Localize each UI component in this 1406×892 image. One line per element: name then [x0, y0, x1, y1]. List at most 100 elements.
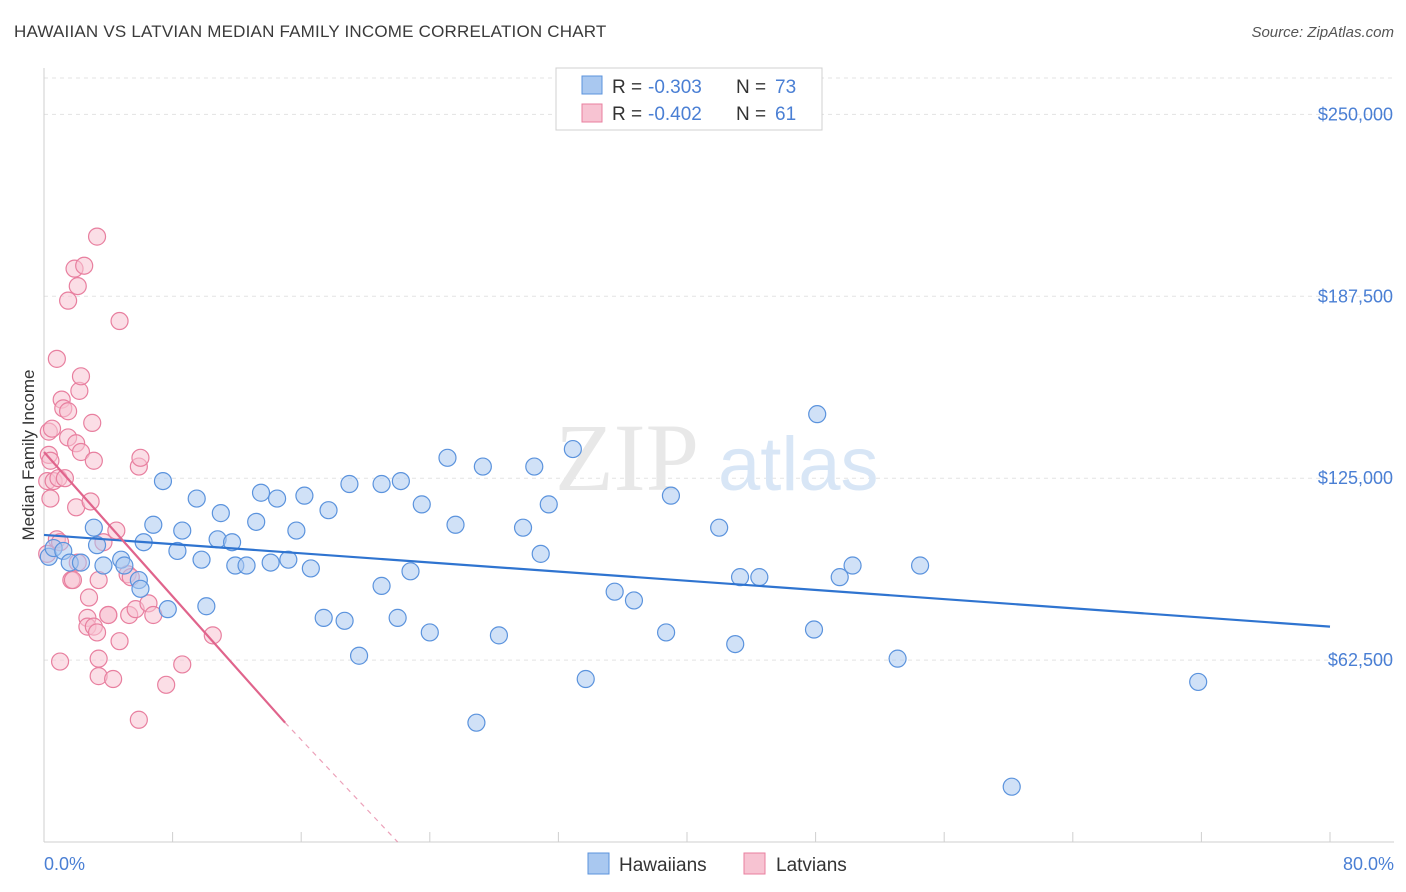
- y-tick-label-2: $187,500: [1318, 286, 1393, 306]
- hawaiian-point-6: [87, 536, 107, 555]
- hawaiian-point-67: [830, 568, 849, 587]
- hawaiian-point-50: [489, 626, 509, 645]
- hawaiian-point-55: [563, 439, 582, 459]
- hawaiian-point-15: [158, 600, 177, 619]
- latvian-point-14: [59, 402, 78, 421]
- hawaiian-trend-line: [43, 533, 1331, 628]
- hawaiian-point-70: [910, 556, 930, 575]
- legend-r-label-2: R =: [612, 104, 642, 125]
- latvian-point-37: [89, 649, 108, 668]
- latvian-point-55: [157, 675, 176, 694]
- bottom-legend-swatch-hawaiians: [587, 852, 610, 875]
- hawaiian-point-72: [1189, 672, 1208, 692]
- latvian-point-12: [55, 469, 74, 488]
- hawaiian-point-38: [349, 646, 369, 665]
- y-axis-label: Median Family Income: [19, 369, 38, 540]
- hawaiian-point-42: [391, 472, 410, 491]
- hawaiian-point-65: [804, 620, 824, 639]
- hawaiian-point-34: [314, 608, 333, 627]
- y-tick-labels: $62,500 $125,000 $187,500 $250,000: [1318, 104, 1393, 670]
- latvian-point-35: [87, 227, 107, 246]
- bottom-legend-label-hawaiians: Hawaiians: [619, 855, 707, 876]
- latvian-point-45: [110, 632, 129, 651]
- latvian-point-57: [203, 626, 222, 645]
- legend-n-label-2: N =: [736, 104, 766, 125]
- latvian-point-4: [42, 419, 62, 438]
- latvian-point-24: [71, 367, 91, 386]
- hawaiian-point-25: [237, 556, 256, 575]
- hawaiian-point-37: [340, 474, 359, 494]
- hawaiian-point-39: [372, 474, 391, 494]
- hawaiian-point-23: [222, 533, 242, 552]
- hawaiian-point-20: [197, 597, 216, 616]
- latvian-point-60: [50, 652, 70, 671]
- stats-legend: R = -0.303 N = 73 R = -0.402 N = 61: [555, 67, 823, 131]
- series-legend: Hawaiians Latvians: [587, 852, 847, 876]
- latvian-point-30: [81, 492, 100, 511]
- hawaiian-point-22: [211, 504, 230, 523]
- bottom-legend-label-latvians: Latvians: [776, 855, 847, 876]
- hawaiian-point-14: [153, 472, 173, 491]
- hawaiian-point-68: [843, 556, 862, 575]
- legend-r-value-1: -0.303: [648, 77, 702, 98]
- legend-n-label-1: N =: [736, 77, 766, 98]
- hawaiian-point-17: [173, 521, 192, 540]
- latvian-point-58: [41, 489, 60, 508]
- hawaiian-points: [39, 405, 1208, 796]
- latvian-point-17: [63, 570, 83, 590]
- latvian-point-41: [99, 605, 118, 625]
- chart-title: HAWAIIAN VS LATVIAN MEDIAN FAMILY INCOME…: [14, 22, 607, 41]
- latvian-point-15: [59, 291, 78, 310]
- hawaiian-point-57: [605, 582, 624, 601]
- hawaiian-point-26: [247, 512, 266, 531]
- hawaiian-point-29: [267, 489, 287, 508]
- hawaiian-point-44: [412, 495, 431, 514]
- latvian-point-7: [47, 349, 66, 368]
- hawaiian-point-48: [467, 713, 486, 732]
- hawaiian-point-5: [84, 518, 103, 537]
- hawaiian-point-32: [295, 486, 314, 505]
- hawaiian-point-61: [710, 518, 729, 537]
- hawaiian-point-49: [473, 457, 492, 476]
- y-tick-label-0: $62,500: [1328, 650, 1393, 670]
- legend-r-value-2: -0.402: [648, 104, 702, 125]
- y-tick-label-3: $250,000: [1318, 104, 1393, 124]
- watermark-atlas: atlas: [718, 422, 879, 507]
- legend-swatch-hawaiians: [581, 75, 603, 95]
- hawaiian-point-45: [420, 623, 439, 642]
- hawaiian-point-58: [624, 591, 644, 610]
- latvian-point-25: [71, 442, 91, 462]
- hawaiian-point-71: [1002, 777, 1021, 796]
- trend-lines: [43, 451, 1331, 843]
- hawaiian-point-30: [279, 550, 298, 569]
- hawaiian-point-18: [187, 489, 206, 508]
- hawaiian-point-11: [131, 579, 150, 598]
- hawaiian-point-64: [750, 568, 769, 587]
- latvian-point-34: [87, 623, 107, 642]
- hawaiian-point-46: [438, 448, 457, 467]
- x-tick-labels: 0.0% 80.0%: [44, 854, 1394, 874]
- hawaiian-point-33: [301, 559, 320, 578]
- latvian-point-43: [107, 521, 126, 540]
- hawaiian-point-52: [525, 457, 544, 476]
- hawaiian-point-51: [513, 518, 533, 537]
- latvian-trend-extension: [284, 722, 399, 843]
- watermark: ZIP atlas: [555, 404, 879, 511]
- hawaiian-point-43: [401, 562, 420, 581]
- hawaiian-point-59: [657, 623, 676, 642]
- hawaiian-point-60: [661, 486, 681, 505]
- latvian-point-29: [79, 588, 99, 607]
- hawaiian-point-13: [144, 515, 163, 534]
- legend-r-label-1: R =: [612, 77, 642, 98]
- legend-n-value-2: 61: [775, 104, 796, 125]
- hawaiian-point-36: [335, 611, 354, 630]
- latvian-point-44: [110, 311, 129, 331]
- hawaiian-point-47: [446, 515, 465, 534]
- source-credit: Source: ZipAtlas.com: [1251, 24, 1394, 41]
- hawaiian-point-66: [808, 405, 827, 424]
- latvian-point-32: [84, 451, 103, 470]
- hawaiian-point-28: [261, 553, 280, 572]
- hawaiian-point-4: [71, 553, 91, 572]
- latvian-point-26: [75, 256, 94, 275]
